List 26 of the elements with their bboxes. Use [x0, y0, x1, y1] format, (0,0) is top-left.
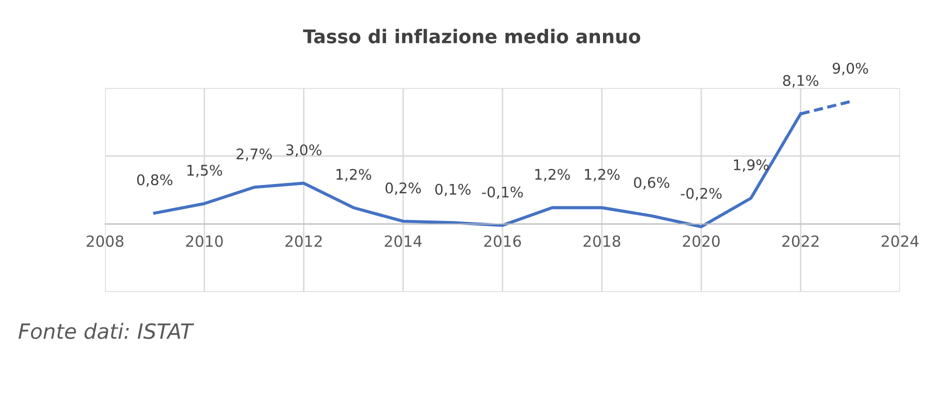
data-label: 0,2%: [386, 182, 421, 195]
x-tick-label: 2012: [285, 235, 322, 247]
x-tick-label: 2016: [484, 235, 521, 247]
x-tick-label: 2018: [584, 235, 620, 247]
data-label: 1,2%: [584, 168, 620, 182]
data-label: -0,2%: [680, 188, 722, 200]
data-label: 0,6%: [634, 176, 670, 190]
data-label: -0,1%: [482, 186, 523, 200]
data-label: 0,1%: [435, 184, 471, 196]
chart-title: Tasso di inflazione medio annuo: [303, 28, 640, 44]
data-label: 1,9%: [734, 159, 769, 172]
data-label: 1,2%: [336, 168, 372, 182]
data-label: 1,2%: [535, 168, 570, 182]
data-label: 8,1%: [783, 74, 818, 88]
data-label: 2,7%: [236, 148, 272, 161]
x-tick-label: 2024: [882, 235, 919, 247]
x-tick-label: 2010: [186, 235, 223, 247]
x-tick-label: 2014: [384, 235, 422, 247]
source-note: Fonte dati: ISTAT: [18, 322, 194, 340]
x-tick-label: 2008: [86, 235, 124, 247]
data-label: 3,0%: [286, 144, 322, 157]
x-tick-label: 2020: [682, 235, 720, 247]
data-label: 9,0%: [832, 62, 868, 76]
x-tick-label: 2022: [782, 235, 819, 247]
data-label: 1,5%: [187, 164, 222, 178]
data-label: 0,8%: [137, 174, 172, 187]
